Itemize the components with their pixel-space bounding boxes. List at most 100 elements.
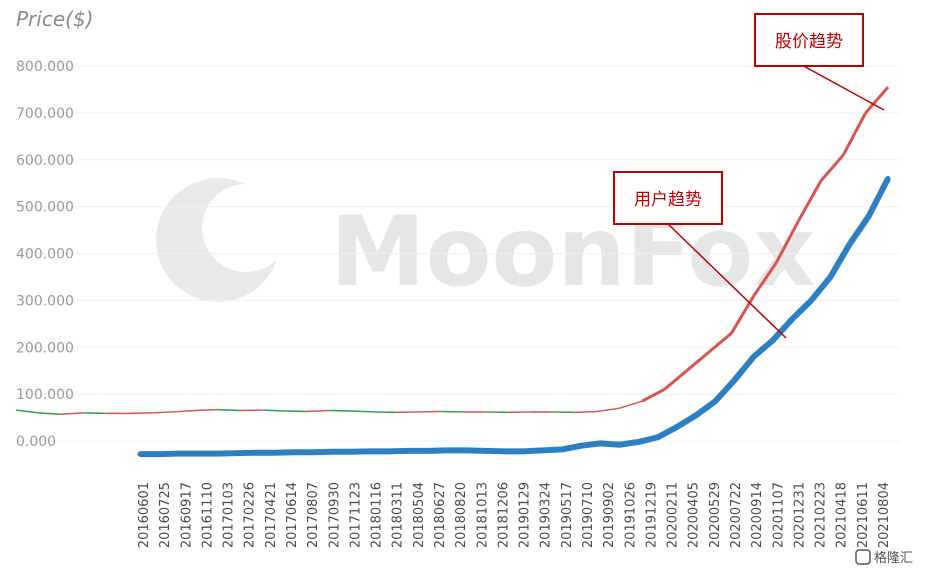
x-tick-label: 20200914 xyxy=(750,482,765,548)
user-series-point xyxy=(156,451,162,457)
price-series-segment xyxy=(217,408,240,412)
x-tick-label: 20170421 xyxy=(264,482,279,548)
y-tick-label: 0.000 xyxy=(16,434,56,450)
price-series-segment xyxy=(841,112,867,156)
user-series-point xyxy=(329,449,335,455)
user-series-point xyxy=(501,448,507,454)
price-series-segment xyxy=(708,332,733,354)
price-series-segment xyxy=(752,262,778,297)
user-series-point xyxy=(827,274,833,280)
price-series-segment xyxy=(597,407,620,413)
user-series-point xyxy=(866,213,872,219)
price-series-segment xyxy=(150,411,173,414)
annotation-user-trend-label: 用户趋势 xyxy=(634,190,702,210)
user-series-point xyxy=(540,447,546,453)
user-series-point xyxy=(252,450,258,456)
x-tick-label: 20180116 xyxy=(370,482,385,548)
x-tick-label: 20190129 xyxy=(518,482,533,548)
x-tick-label: 20201107 xyxy=(771,482,786,548)
price-series-segment xyxy=(619,400,643,409)
y-tick-label: 800.000 xyxy=(16,59,74,75)
user-series-point xyxy=(425,448,431,454)
x-tick-label: 20190902 xyxy=(602,482,617,548)
x-tick-label: 20210611 xyxy=(856,482,871,548)
user-series-point xyxy=(559,446,565,452)
user-series-point xyxy=(847,241,853,247)
x-tick-label: 20170930 xyxy=(327,482,342,548)
x-tick-label: 20200529 xyxy=(708,482,723,548)
y-axis-label: Price($) xyxy=(16,7,93,31)
user-series-point xyxy=(693,412,699,418)
x-tick-label: 20191219 xyxy=(644,482,659,548)
price-series-segment xyxy=(663,369,688,391)
user-series-point xyxy=(233,450,239,456)
x-tick-label: 20181013 xyxy=(475,482,490,548)
user-series-point xyxy=(195,451,201,457)
user-series-point xyxy=(214,451,220,457)
price-series-segment xyxy=(194,408,218,412)
user-series-point xyxy=(406,448,412,454)
x-tick-label: 20190517 xyxy=(560,482,575,548)
price-series-segment xyxy=(38,412,61,416)
x-tick-label: 20170614 xyxy=(285,482,300,548)
annotation-stock-trend-arrow xyxy=(799,63,885,111)
user-series-point xyxy=(885,176,891,181)
y-tick-label: 600.000 xyxy=(16,153,74,169)
user-series-point xyxy=(444,447,450,453)
y-tick-label: 700.000 xyxy=(16,106,74,122)
price-series-segment xyxy=(15,409,39,414)
x-tick-label: 20191026 xyxy=(623,482,638,548)
x-tick-label: 20180311 xyxy=(391,482,406,548)
user-series-point xyxy=(770,337,776,343)
price-series-segment xyxy=(351,410,374,413)
user-series-point xyxy=(348,449,354,455)
x-tick-label: 20200211 xyxy=(666,482,681,548)
user-series-line xyxy=(140,177,891,458)
price-series-segment xyxy=(864,86,890,114)
watermark-text: MoonFox xyxy=(330,196,815,308)
user-series-point xyxy=(616,442,622,448)
annotation-stock-trend: 股价趋势 xyxy=(754,13,885,111)
corner-logo-text: 格隆汇 xyxy=(874,550,913,566)
y-tick-label: 500.000 xyxy=(16,200,74,216)
price-series-segment xyxy=(261,409,285,412)
annotation-stock-trend-box xyxy=(754,13,864,67)
price-series-segment xyxy=(730,294,756,334)
x-tick-label: 20201231 xyxy=(792,482,807,548)
annotation-user-trend-arrow xyxy=(667,223,787,339)
user-series-point xyxy=(655,434,661,440)
x-tick-label: 20170103 xyxy=(222,482,237,548)
user-series-point xyxy=(290,449,296,455)
user-series-point xyxy=(674,424,680,430)
user-series-point xyxy=(789,316,795,322)
x-tick-label: 20171123 xyxy=(348,482,363,548)
price-series-segment xyxy=(685,350,711,372)
user-series-point xyxy=(175,451,181,457)
user-series-point xyxy=(463,447,469,453)
annotation-stock-trend-label: 股价趋势 xyxy=(775,32,843,52)
y-tick-label: 300.000 xyxy=(16,293,74,309)
user-series-point xyxy=(367,448,373,454)
price-series-segment xyxy=(172,409,195,413)
x-tick-label: 20200722 xyxy=(729,482,744,548)
x-tick-label: 20190324 xyxy=(539,482,554,548)
x-tick-label: 20210418 xyxy=(835,482,850,548)
user-series-point xyxy=(597,440,603,446)
user-series-point xyxy=(310,449,316,455)
x-tick-label: 20180820 xyxy=(454,482,469,548)
user-series-point xyxy=(386,448,392,454)
price-series-segment xyxy=(306,409,330,413)
x-tick-label: 20180504 xyxy=(412,482,427,548)
user-series-point xyxy=(808,297,814,303)
x-tick-label: 20210223 xyxy=(814,482,829,548)
user-series-point xyxy=(712,398,718,404)
user-series-point xyxy=(732,377,738,383)
corner-logo-icon xyxy=(855,549,871,565)
price-series-segment xyxy=(819,154,845,182)
price-series-segment xyxy=(60,412,84,416)
y-tick-label: 100.000 xyxy=(16,387,74,403)
x-tick-label: 20180627 xyxy=(433,482,448,548)
x-tick-label: 20210804 xyxy=(877,482,892,548)
x-tick-label: 20170807 xyxy=(306,482,321,548)
